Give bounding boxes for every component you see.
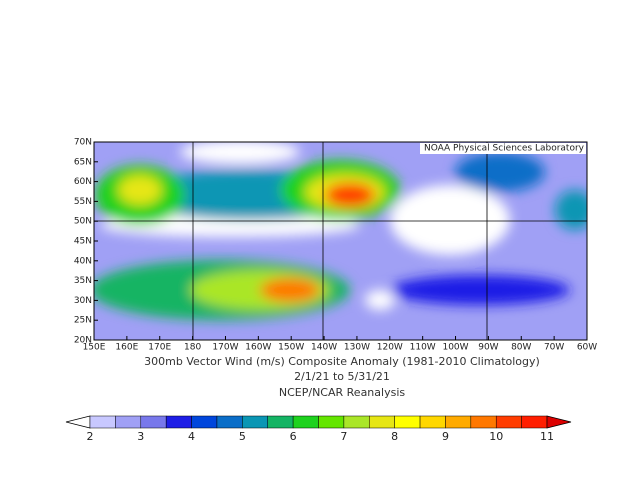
colorbar-box xyxy=(115,415,142,429)
colorbar-arrow-left xyxy=(65,415,91,429)
colorbar-box xyxy=(521,415,548,429)
lat-label: 70N xyxy=(74,138,92,148)
credit: NOAA Physical Sciences Laboratory xyxy=(424,144,585,154)
lat-label: 65N xyxy=(74,157,92,167)
lat-label: 35N xyxy=(74,276,92,286)
lon-label: 90W xyxy=(478,343,498,353)
colorbar-label: 9 xyxy=(442,430,449,443)
colorbar-box xyxy=(292,415,319,429)
source: NCEP/NCAR Reanalysis xyxy=(279,386,405,399)
colorbar-box xyxy=(318,415,345,429)
lon-label: 170W xyxy=(212,343,238,353)
colorbar-box xyxy=(140,415,167,429)
field xyxy=(94,142,587,340)
lon-label: 170E xyxy=(148,343,171,353)
colorbar-label: 10 xyxy=(489,430,503,443)
colorbar-box xyxy=(165,415,192,429)
colorbar-label: 2 xyxy=(87,430,94,443)
colorbar-box xyxy=(394,415,421,429)
colorbar-box xyxy=(216,415,243,429)
colorbar-box xyxy=(495,415,522,429)
colorbar-box xyxy=(470,415,497,429)
colorbar-box xyxy=(445,415,472,429)
lon-label: 60W xyxy=(577,343,597,353)
lat-label: 20N xyxy=(74,336,92,346)
lon-label: 100W xyxy=(442,343,468,353)
colorbar-box xyxy=(89,415,116,429)
lat-label: 25N xyxy=(74,316,92,326)
colorbar-box xyxy=(191,415,218,429)
credit-box xyxy=(420,143,586,154)
colorbar-box xyxy=(343,415,370,429)
colorbar-label: 8 xyxy=(391,430,398,443)
lat-label: 55N xyxy=(74,197,92,207)
colorbar-label: 4 xyxy=(188,430,195,443)
lon-label: 140W xyxy=(311,343,337,353)
colorbar-label: 6 xyxy=(290,430,297,443)
lon-label: 110W xyxy=(410,343,436,353)
colorbar-box xyxy=(369,415,395,429)
lon-label: 150W xyxy=(278,343,304,353)
colorbar-label: 11 xyxy=(540,430,554,443)
lon-label: 180 xyxy=(184,343,201,353)
lat-label: 60N xyxy=(74,177,92,187)
lat-label: 50N xyxy=(74,217,92,227)
lon-label: 120W xyxy=(377,343,403,353)
colorbar-arrow-right xyxy=(546,415,572,429)
lat-label: 30N xyxy=(74,296,92,306)
lat-label: 40N xyxy=(74,256,92,266)
lon-label: 160E xyxy=(115,343,138,353)
title: 300mb Vector Wind (m/s) Composite Anomal… xyxy=(144,355,540,368)
colorbar-box xyxy=(267,415,294,429)
colorbar-label: 7 xyxy=(340,430,347,443)
lon-label: 160W xyxy=(245,343,271,353)
lon-label: 150E xyxy=(83,343,106,353)
lon-label: 80W xyxy=(511,343,531,353)
colorbar-box xyxy=(242,415,268,429)
lon-label: 70W xyxy=(544,343,564,353)
lon-label: 130W xyxy=(344,343,370,353)
colorbar-label: 5 xyxy=(239,430,246,443)
subtitle: 2/1/21 to 5/31/21 xyxy=(294,370,390,383)
lat-label: 45N xyxy=(74,237,92,247)
colorbar-label: 3 xyxy=(137,430,144,443)
colorbar-box xyxy=(419,415,446,429)
